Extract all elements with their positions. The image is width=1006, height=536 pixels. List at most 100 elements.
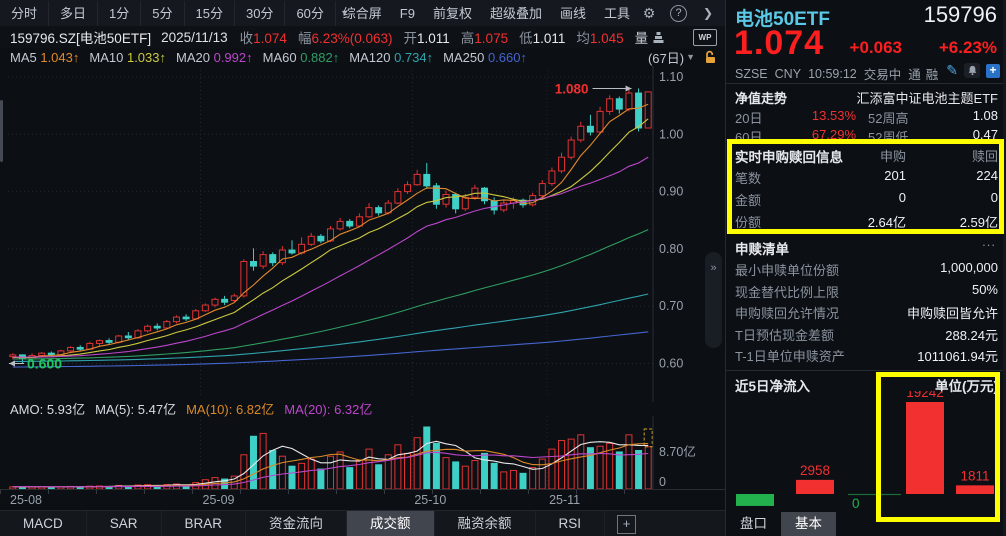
indicator-tab[interactable]: SAR	[87, 511, 162, 536]
gear-icon[interactable]: ⚙	[642, 4, 656, 21]
realtime-subscription-section: 实时申购赎回信息 申购 赎回 笔数 201 224 金额 0 0 份额 2.64亿 2.59亿	[726, 140, 1006, 234]
realtime-row: 份额 2.64亿 2.59亿	[726, 212, 1006, 233]
stock-name: 电池50ETF	[735, 9, 831, 30]
period-dropdown-icon[interactable]: ▾	[341, 7, 347, 19]
realtime-title: 实时申购赎回信息	[735, 150, 843, 165]
realtime-row-label: 笔数	[735, 171, 762, 186]
ma-legend-item: MA120 0.734↑	[349, 50, 433, 65]
svg-text:0.80: 0.80	[659, 242, 683, 256]
indicator-tab[interactable]: RSI	[536, 511, 606, 536]
market-state-label: 交易中	[863, 68, 902, 82]
svg-text:0.90: 0.90	[659, 185, 683, 199]
chevron-right-icon[interactable]: ❯	[702, 6, 714, 20]
status-badge: 融	[925, 68, 939, 82]
toolbar-button[interactable]: F9	[399, 5, 415, 21]
range-label: (67日)	[647, 50, 685, 66]
amo-name: MA(20):	[284, 401, 335, 417]
alert-bell-icon[interactable]	[964, 63, 980, 78]
ma-name: MA120	[349, 49, 395, 65]
period-tab[interactable]: 30分	[235, 0, 286, 26]
edit-pencil-icon[interactable]: ✎	[946, 62, 958, 78]
quote-field: 均1.045	[576, 27, 623, 47]
subscription-row-label: 现金替代比例上限	[735, 284, 840, 300]
toolbar-icons: ⚙ ? ❯	[636, 0, 721, 26]
nav-row: 20日 13.53% 52周高 1.08	[726, 108, 1006, 128]
quote-field-label: 幅	[297, 31, 312, 46]
period-tab[interactable]: 5分	[141, 0, 185, 26]
subscription-row: T-1日单位申赎资产 1011061.94元	[726, 346, 1006, 367]
nav-period-value: 67.29%	[811, 127, 856, 142]
toolbar-button[interactable]: 综合屏	[342, 5, 382, 21]
indicator-tab[interactable]: 成交额	[347, 511, 435, 536]
ma-legend-item: MA10 1.033↑	[89, 50, 166, 65]
nav-title: 净值走势	[735, 91, 788, 106]
subscription-row-value: 1011061.94元	[917, 349, 998, 364]
fund-name: 汇添富中证电池主题ETF	[856, 91, 998, 106]
toolbar-button[interactable]: 工具	[603, 5, 630, 21]
svg-text:1.10: 1.10	[659, 70, 683, 84]
quote-field-label: 均	[576, 31, 590, 46]
panel-header: 电池50ETF 159796 1.074 +0.063 +6.23% SZSE …	[726, 0, 1006, 82]
toolbar-button[interactable]: 超级叠加	[489, 5, 542, 21]
net-inflow-unit: 单位(万元)	[935, 379, 998, 394]
ma-value: 0.734↑	[394, 49, 434, 65]
net-inflow-bar-chart[interactable]: 2958 0 19242 1811	[726, 391, 1006, 511]
unlock-icon[interactable]	[704, 50, 717, 67]
ma-legend-item: MA20 0.992↑	[176, 50, 253, 65]
symbol-label: 159796.SZ[电池50ETF]	[10, 31, 152, 46]
panel-expander-handle[interactable]: »	[705, 252, 722, 348]
amo-legend-item: MA(10): 6.82亿	[186, 399, 274, 418]
toolbar-button[interactable]: 画线	[559, 5, 586, 21]
toolbar-button[interactable]: 前复权	[432, 5, 472, 21]
candle-view-icon[interactable]	[652, 31, 665, 44]
quote-field: 收1.074	[240, 27, 287, 47]
price-candlestick-chart[interactable]: 1.10 1.00 0.90 0.80 0.70 0.60 1.080 0.600	[0, 66, 725, 402]
net-inflow-title: 近5日净流入	[735, 379, 811, 394]
net-inflow-section: 近5日净流入 单位(万元) 2958 0 19242 1811	[726, 370, 1006, 512]
subscription-row-value: 288.24元	[945, 327, 998, 343]
more-ellipsis-button[interactable]: ...	[982, 234, 996, 249]
subscription-list-section: 申赎清单 ... 最小申赎单位份额 1,000,000 现金替代比例上限 50% 申购赎…	[726, 234, 1006, 370]
ma-value: 0.882↑	[300, 49, 340, 65]
ma-value: 0.660↑	[487, 49, 527, 65]
left-scrollbar-thumb[interactable]	[0, 100, 3, 162]
subscribe-column-header: 申购	[879, 149, 906, 164]
nav-period-value: 13.53%	[811, 108, 856, 123]
quote-field-value: 1.074	[253, 31, 287, 46]
period-tab[interactable]: 60分	[285, 0, 336, 26]
subscription-row-value: 1,000,000	[940, 260, 998, 275]
quote-field: 幅6.23%(0.063)	[298, 27, 393, 47]
indicator-tab[interactable]: MACD	[0, 511, 87, 536]
ma-name: MA10	[89, 49, 127, 65]
period-tab[interactable]: 15分	[185, 0, 235, 26]
currency-label: CNY	[774, 66, 802, 81]
indicator-tab[interactable]: 资金流向	[246, 511, 348, 536]
ma-legend-item: MA5 1.043↑	[10, 50, 79, 65]
date-label: 2025/11/13	[161, 29, 228, 45]
subscription-row-label: 最小申赎单位份额	[735, 263, 840, 278]
period-tab[interactable]: 1分	[98, 0, 142, 26]
realtime-redeem-value: 2.59亿	[959, 215, 998, 230]
panel-tab[interactable]: 盘口	[740, 516, 767, 531]
add-indicator-icon[interactable]: +	[617, 515, 637, 534]
period-tab[interactable]: 多日	[49, 0, 99, 26]
panel-tab[interactable]: 基本	[781, 512, 836, 536]
quote-field: 高1.075	[461, 27, 508, 47]
quote-field-value: 1.011	[417, 31, 450, 46]
indicator-tab[interactable]: 融资余额	[435, 511, 536, 536]
realtime-subscribe-value: 2.64亿	[867, 215, 906, 230]
indicator-tab[interactable]: BRAR	[162, 511, 247, 536]
svg-text:1.080: 1.080	[555, 81, 589, 96]
status-badges: 通融	[908, 64, 938, 83]
help-icon[interactable]: ?	[670, 4, 687, 22]
amo-legend-item: MA(20): 6.32亿	[284, 399, 372, 418]
range-selector[interactable]: (67日) ▼	[648, 48, 695, 66]
status-line: SZSE CNY 10:59:12 交易中 通融	[735, 64, 938, 83]
wp-mode-icon[interactable]: WP	[693, 29, 717, 46]
last-price: 1.074	[734, 24, 825, 62]
realtime-redeem-value: 0	[990, 190, 998, 205]
period-tab[interactable]: 分时	[0, 0, 50, 26]
volume-bar-chart[interactable]: 8.70亿 0	[0, 416, 725, 490]
amo-value: 6.82亿	[235, 401, 275, 417]
add-to-watchlist-icon[interactable]: +	[986, 63, 1000, 78]
